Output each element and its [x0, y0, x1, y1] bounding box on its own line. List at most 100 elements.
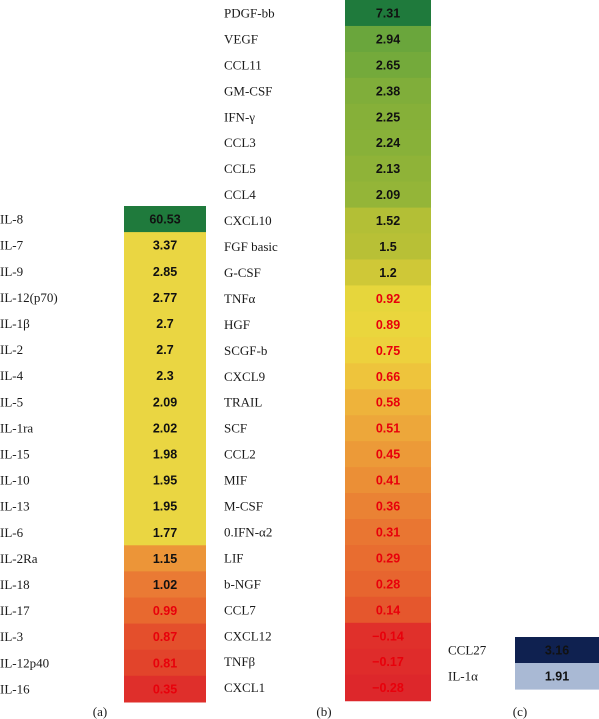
category-label-hgf: HGF: [224, 317, 250, 332]
heat-cell-fgf-basic: [345, 233, 431, 261]
value-label-ccl3: 2.24: [376, 136, 400, 150]
value-label-il-1ra: 2.02: [153, 421, 177, 435]
category-label-ccl2: CCL2: [224, 447, 256, 462]
value-label-g-csf: 1.2: [379, 266, 396, 280]
category-label-il-1: IL-1α: [448, 669, 478, 684]
category-label-tnf: TNFβ: [224, 654, 256, 669]
heat-cell-0-ifn-2: [345, 519, 431, 546]
heat-cell-il-7: [124, 232, 206, 259]
value-label-vegf: 2.94: [376, 32, 400, 46]
value-label-ccl7: 0.14: [376, 603, 400, 617]
value-label-gm-csf: 2.38: [376, 84, 400, 98]
value-label-fgf-basic: 1.5: [379, 240, 396, 254]
category-label-il-12p40: IL-12p40: [0, 655, 49, 670]
value-label-lif: 0.29: [376, 551, 400, 565]
value-label-tnf: 0.92: [376, 292, 400, 306]
heat-cell-ccl5: [345, 155, 431, 183]
heat-cell-il-4: [124, 362, 206, 390]
value-label-scf: 0.51: [376, 422, 400, 436]
value-label-0-ifn-2: 0.31: [376, 525, 400, 539]
value-label-il-13: 1.95: [153, 500, 177, 514]
value-label-il-12-p70: 2.77: [153, 291, 177, 305]
value-label-trail: 0.58: [376, 396, 400, 410]
value-label-il-16: 0.35: [153, 682, 177, 696]
value-label-cxcl12: −0.14: [372, 629, 404, 643]
category-label-b-ngf: b-NGF: [224, 576, 261, 591]
category-label-il-5: IL-5: [0, 394, 23, 409]
value-label-il-17: 0.99: [153, 604, 177, 618]
value-label-il-1: 1.91: [545, 670, 569, 684]
heat-cell-il-2ra: [124, 545, 206, 572]
value-label-il-2ra: 1.15: [153, 552, 177, 566]
heat-cell-ccl4: [345, 181, 431, 209]
value-label-il-1: 2.7: [156, 317, 173, 331]
category-label-ccl3: CCL3: [224, 135, 256, 150]
category-label-tnf: TNFα: [224, 291, 256, 306]
category-label-il-15: IL-15: [0, 446, 30, 461]
category-label-gm-csf: GM-CSF: [224, 83, 272, 98]
heat-cell-scgf-b: [345, 337, 431, 364]
value-label-il-12p40: 0.81: [153, 656, 177, 670]
category-label-il-8: IL-8: [0, 212, 23, 227]
heat-cell-cxcl10: [345, 207, 431, 235]
panel-2: CCL27 3.16 IL-1α 1.91 (c): [448, 637, 599, 719]
category-label-il-12-p70: IL-12(p70): [0, 290, 58, 305]
heat-cell-cxcl1: [345, 674, 431, 702]
category-label-il-16: IL-16: [0, 681, 30, 696]
heat-cell-il-9: [124, 258, 206, 285]
category-label-cxcl1: CXCL1: [224, 680, 265, 695]
category-label-fgf-basic: FGF basic: [224, 239, 278, 254]
heat-cell-il-15: [124, 440, 206, 468]
value-label-cxcl1: −0.28: [372, 681, 404, 695]
category-label-il-1: IL-1β: [0, 316, 30, 331]
heat-cell-il-5: [124, 388, 206, 416]
heat-cell-pdgf-bb: [345, 0, 431, 27]
heat-cell-ccl7: [345, 596, 431, 624]
category-label-trail: TRAIL: [224, 395, 262, 410]
heat-cell-ccl3: [345, 129, 431, 157]
category-label-ccl7: CCL7: [224, 602, 256, 617]
heat-cell-il-10: [124, 467, 206, 494]
value-label-ccl11: 2.65: [376, 58, 400, 72]
category-label-il-4: IL-4: [0, 368, 24, 383]
value-label-il-7: 3.37: [153, 239, 177, 253]
heat-cell-tnf: [345, 285, 431, 312]
value-label-b-ngf: 0.28: [376, 577, 400, 591]
category-label-il-3: IL-3: [0, 629, 23, 644]
category-label-il-17: IL-17: [0, 603, 30, 618]
heat-cell-hgf: [345, 311, 431, 338]
value-label-ccl5: 2.13: [376, 162, 400, 176]
category-label-il-9: IL-9: [0, 264, 23, 279]
category-label-mif: MIF: [224, 473, 247, 488]
value-label-il-9: 2.85: [153, 265, 177, 279]
heat-cell-cxcl12: [345, 622, 431, 650]
panel-caption: (a): [93, 704, 107, 719]
panel-caption: (b): [316, 704, 331, 719]
value-label-il-15: 1.98: [153, 447, 177, 461]
category-label-scf: SCF: [224, 421, 247, 436]
heat-cell-g-csf: [345, 259, 431, 287]
heat-cell-trail: [345, 389, 431, 416]
category-label-ccl4: CCL4: [224, 187, 256, 202]
value-label-tnf: −0.17: [372, 655, 404, 669]
heat-cell-tnf: [345, 648, 431, 676]
heat-cell-il-6: [124, 519, 206, 546]
heat-cell-il-1: [515, 663, 599, 690]
heat-cell-ccl2: [345, 441, 431, 468]
heat-cell-il-1: [124, 310, 206, 338]
category-label-g-csf: G-CSF: [224, 265, 261, 280]
heat-cell-gm-csf: [345, 77, 431, 105]
panel-0: IL-8 60.53 IL-7 3.37 IL-9 2.85 IL-12(p70) 2.77 I…: [0, 206, 206, 719]
category-label-0-ifn-2: 0.IFN-α2: [224, 524, 272, 539]
category-label-ccl27: CCL27: [448, 643, 487, 658]
value-label-hgf: 0.89: [376, 318, 400, 332]
category-label-cxcl9: CXCL9: [224, 369, 265, 384]
value-label-il-8: 60.53: [149, 213, 180, 227]
category-label-vegf: VEGF: [224, 31, 258, 46]
heat-cell-il-12-p70: [124, 284, 206, 311]
heat-cell-il-3: [124, 623, 206, 651]
value-label-il-3: 0.87: [153, 630, 177, 644]
heat-cell-il-12p40: [124, 649, 206, 677]
value-label-m-csf: 0.36: [376, 500, 400, 514]
